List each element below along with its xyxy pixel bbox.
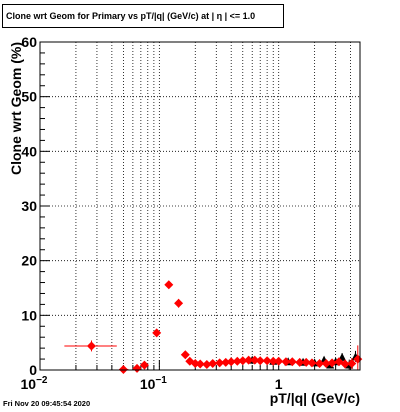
data-point bbox=[244, 355, 254, 365]
axis-labels: 0 10 20 30 40 50 60 10−2 10−1 1pT/|q| (GeV/c) Clon… bbox=[8, 34, 360, 406]
data-point bbox=[208, 358, 218, 368]
data-point bbox=[174, 298, 184, 308]
y-tick-label: 40 bbox=[21, 143, 37, 159]
axis-ticks bbox=[39, 41, 352, 371]
data-point bbox=[327, 358, 337, 368]
x-axis-label: pT/|q| (GeV/c) bbox=[270, 390, 360, 406]
x-tick-label: 1 bbox=[275, 376, 283, 392]
data-point bbox=[195, 359, 205, 369]
data-point bbox=[180, 350, 190, 360]
data-point bbox=[152, 328, 162, 338]
data-point bbox=[164, 280, 174, 290]
data-point bbox=[347, 358, 357, 368]
data-point bbox=[295, 357, 305, 367]
data-point bbox=[262, 356, 272, 366]
x-tick-label: 10−2 bbox=[21, 375, 48, 392]
data-point bbox=[215, 358, 225, 368]
data-point bbox=[321, 358, 331, 368]
data-point bbox=[268, 356, 278, 366]
data-point bbox=[281, 357, 291, 367]
data-point bbox=[301, 357, 311, 367]
y-tick-label: 30 bbox=[21, 198, 37, 214]
y-tick-label: 20 bbox=[21, 253, 37, 269]
data-point bbox=[315, 358, 325, 368]
data-series bbox=[64, 280, 363, 374]
data-point bbox=[238, 356, 248, 366]
plot-frame bbox=[39, 41, 361, 371]
data-point bbox=[226, 357, 236, 367]
data-point bbox=[86, 341, 96, 351]
data-point bbox=[307, 358, 317, 368]
y-tick-label: 60 bbox=[21, 34, 37, 50]
y-tick-label: 50 bbox=[21, 89, 37, 105]
data-point bbox=[232, 356, 242, 366]
data-point bbox=[255, 356, 265, 366]
data-point bbox=[287, 357, 297, 367]
data-point bbox=[274, 356, 284, 366]
grid-layer bbox=[40, 42, 360, 370]
y-tick-label: 0 bbox=[29, 362, 37, 378]
x-tick-label: 10−1 bbox=[140, 375, 167, 392]
y-axis-label: Clone wrt Geom (%) bbox=[8, 42, 24, 175]
data-point bbox=[202, 360, 212, 370]
data-point bbox=[132, 363, 142, 373]
data-point bbox=[118, 364, 128, 374]
data-point bbox=[139, 360, 149, 370]
data-point bbox=[221, 357, 231, 367]
data-point bbox=[250, 355, 260, 365]
timestamp: Fri Nov 20 09:45:54 2020 bbox=[3, 399, 91, 408]
y-tick-label: 10 bbox=[21, 307, 37, 323]
chart-title: Clone wrt Geom for Primary vs pT/|q| (Ge… bbox=[2, 4, 284, 28]
data-point bbox=[340, 359, 350, 369]
